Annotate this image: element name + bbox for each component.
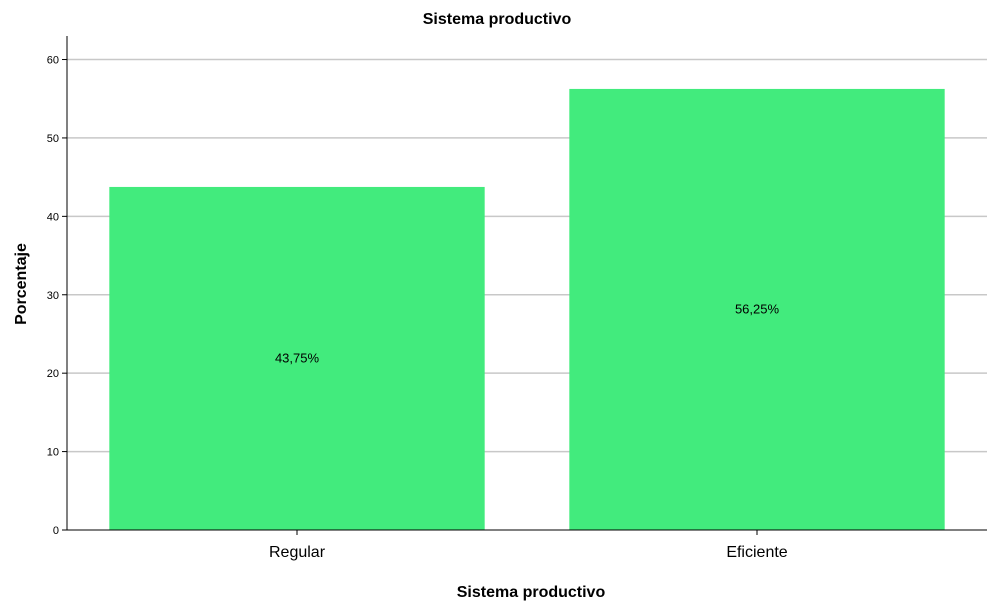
x-tick-label: Regular [269,544,326,561]
axes [66,36,987,531]
y-tick-label: 40 [47,211,59,223]
y-tick-label: 10 [47,447,59,459]
data-label: 43,75% [275,350,320,365]
bar [109,186,485,530]
data-labels: 43,75% 56,25% [275,301,780,365]
bars [109,88,945,530]
y-tick-label: 60 [47,55,59,67]
y-tick-label: 30 [47,290,59,302]
y-axis-label: Porcentaje [13,243,30,325]
chart-title: Sistema productivo [423,11,572,28]
bar [569,88,945,530]
y-tick-label: 20 [47,368,59,380]
x-category-labels: Regular Eficiente [269,530,788,561]
x-axis-label: Sistema productivo [457,584,606,601]
y-tick-labels: 0 10 20 30 40 50 60 [47,55,67,537]
x-tick-label: Eficiente [726,544,787,561]
y-tick-label: 50 [47,133,59,145]
y-tick-label: 0 [53,525,59,537]
data-label: 56,25% [735,301,780,316]
